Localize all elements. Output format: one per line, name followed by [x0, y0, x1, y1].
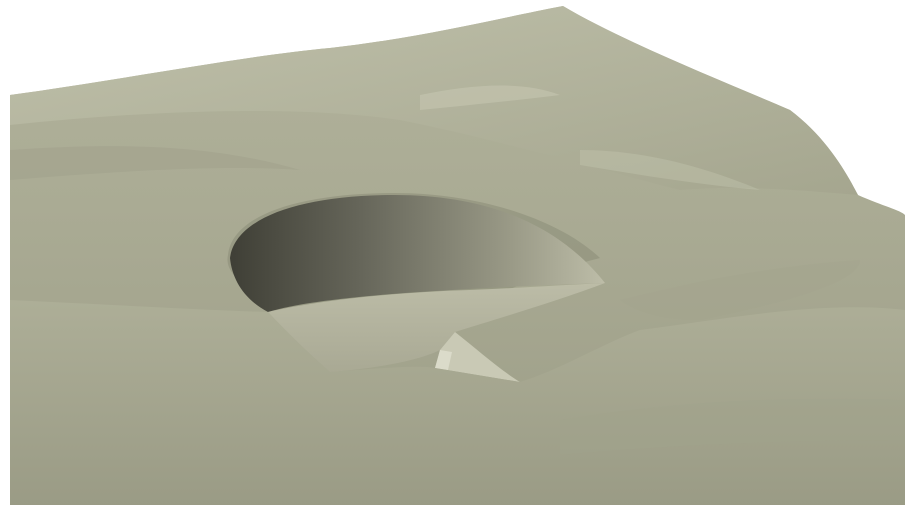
pit-ramp — [435, 332, 520, 382]
terrain-front-slope — [10, 300, 905, 505]
pit-wall — [230, 195, 605, 312]
pit-ramp-edge — [435, 350, 452, 370]
pit-floor — [268, 283, 605, 372]
relief-shade-3 — [560, 398, 905, 455]
relief-highlight-2 — [580, 150, 760, 190]
relief-shade-2 — [620, 260, 860, 320]
relief-highlight-1 — [420, 85, 560, 110]
terrain-ridge — [10, 6, 858, 195]
relief-shade-1 — [10, 146, 300, 180]
